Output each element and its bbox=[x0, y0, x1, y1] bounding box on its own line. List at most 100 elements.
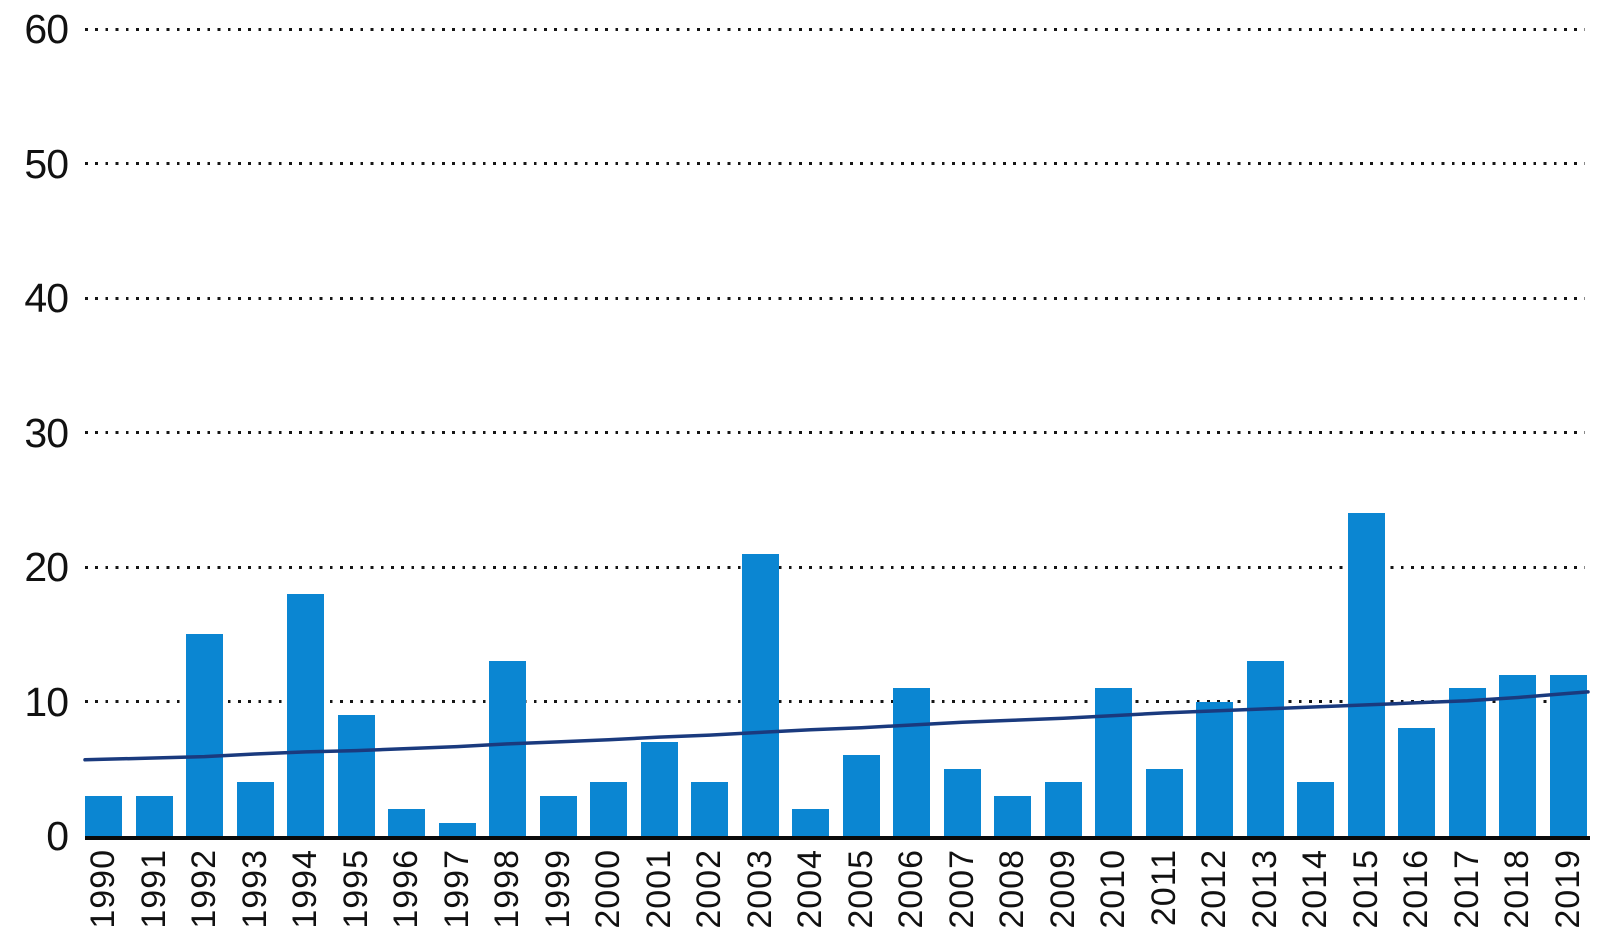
x-tick-text: 2011 bbox=[1144, 849, 1183, 927]
x-tick-label-1998: 1998 bbox=[486, 849, 530, 946]
x-tick-text: 1991 bbox=[134, 849, 173, 929]
x-tick-label-1991: 1991 bbox=[132, 849, 176, 946]
x-tick-text: 2008 bbox=[993, 849, 1032, 929]
x-axis-line bbox=[85, 836, 1590, 840]
gridline-40 bbox=[85, 296, 1585, 300]
x-tick-label-1990: 1990 bbox=[82, 849, 126, 946]
x-tick-text: 2012 bbox=[1195, 849, 1234, 929]
x-tick-text: 2000 bbox=[589, 849, 628, 929]
bar-1996 bbox=[388, 809, 426, 836]
bar-1995 bbox=[337, 714, 375, 836]
bar-1998 bbox=[489, 661, 527, 836]
gridline-30 bbox=[85, 431, 1585, 434]
bar-2010 bbox=[1095, 688, 1133, 836]
x-tick-text: 2016 bbox=[1397, 849, 1436, 929]
bar-1993 bbox=[236, 782, 274, 836]
x-tick-text: 2018 bbox=[1498, 849, 1537, 929]
x-tick-label-1992: 1992 bbox=[183, 849, 227, 946]
bar-2012 bbox=[1196, 701, 1234, 836]
bar-1992 bbox=[186, 634, 224, 836]
x-tick-label-2012: 2012 bbox=[1193, 849, 1237, 946]
x-tick-text: 1993 bbox=[235, 849, 274, 929]
bar-2002 bbox=[691, 782, 729, 836]
x-tick-label-2002: 2002 bbox=[688, 849, 732, 946]
x-tick-text: 1990 bbox=[84, 849, 122, 929]
y-tick-label-50: 50 bbox=[24, 140, 69, 187]
bar-2000 bbox=[590, 782, 628, 836]
x-tick-label-2013: 2013 bbox=[1243, 849, 1287, 946]
bar-1994 bbox=[287, 593, 325, 836]
x-tick-label-2017: 2017 bbox=[1445, 849, 1489, 946]
bar-1997 bbox=[438, 822, 476, 836]
bar-2001 bbox=[640, 741, 678, 836]
gridline-60 bbox=[85, 27, 1585, 31]
x-tick-text: 2014 bbox=[1296, 849, 1335, 929]
x-tick-text: 2007 bbox=[942, 849, 981, 929]
y-tick-label-20: 20 bbox=[24, 544, 69, 590]
x-tick-text: 2009 bbox=[1043, 849, 1082, 929]
y-tick-label-30: 30 bbox=[24, 409, 69, 456]
x-tick-text: 2017 bbox=[1447, 849, 1486, 929]
bar-1999 bbox=[539, 795, 577, 836]
bar-2017 bbox=[1448, 688, 1486, 836]
x-tick-text: 2019 bbox=[1549, 849, 1587, 929]
bar-2016 bbox=[1398, 728, 1436, 836]
x-tick-label-1994: 1994 bbox=[284, 849, 328, 946]
x-tick-text: 2005 bbox=[841, 849, 880, 929]
y-tick-label-0: 0 bbox=[46, 813, 69, 859]
x-tick-text: 2010 bbox=[1094, 849, 1133, 929]
x-tick-label-1993: 1993 bbox=[233, 849, 277, 946]
x-tick-text: 1992 bbox=[185, 849, 224, 929]
x-tick-label-2006: 2006 bbox=[890, 849, 934, 946]
x-tick-text: 2002 bbox=[690, 849, 729, 929]
x-tick-text: 2006 bbox=[892, 849, 931, 929]
bar-2018 bbox=[1499, 674, 1537, 836]
bar-2008 bbox=[994, 795, 1032, 836]
x-tick-label-1999: 1999 bbox=[536, 849, 580, 946]
x-tick-label-2000: 2000 bbox=[587, 849, 631, 946]
bar-1990 bbox=[85, 795, 122, 836]
bar-2006 bbox=[893, 688, 931, 836]
bar-2003 bbox=[741, 553, 779, 836]
x-tick-label-2010: 2010 bbox=[1092, 849, 1136, 946]
x-tick-label-2009: 2009 bbox=[1041, 849, 1085, 946]
bar-2005 bbox=[842, 755, 880, 836]
x-tick-label-2008: 2008 bbox=[991, 849, 1035, 946]
x-tick-text: 1999 bbox=[538, 849, 577, 929]
x-tick-label-2019: 2019 bbox=[1547, 849, 1591, 946]
x-tick-text: 2001 bbox=[639, 849, 678, 929]
bar-2011 bbox=[1145, 768, 1183, 836]
x-tick-text: 1996 bbox=[387, 849, 426, 929]
y-tick-label-40: 40 bbox=[24, 275, 69, 321]
bar-2004 bbox=[792, 809, 830, 836]
x-tick-label-2015: 2015 bbox=[1344, 849, 1388, 946]
x-tick-text: 1998 bbox=[488, 849, 527, 929]
x-tick-label-2016: 2016 bbox=[1395, 849, 1439, 946]
x-tick-label-2011: 2011 bbox=[1142, 849, 1186, 946]
x-tick-label-1997: 1997 bbox=[435, 849, 479, 946]
y-tick-label-60: 60 bbox=[24, 6, 69, 52]
x-tick-label-1996: 1996 bbox=[385, 849, 429, 946]
x-tick-text: 2004 bbox=[791, 849, 830, 929]
x-tick-text: 2015 bbox=[1346, 849, 1385, 929]
bar-2013 bbox=[1246, 661, 1284, 836]
gridline-50 bbox=[85, 162, 1585, 165]
x-tick-label-2018: 2018 bbox=[1496, 849, 1540, 946]
x-tick-text: 1994 bbox=[286, 849, 325, 929]
x-tick-text: 2013 bbox=[1245, 849, 1284, 929]
y-tick-label-10: 10 bbox=[24, 678, 69, 725]
bar-2015 bbox=[1347, 513, 1385, 836]
bar-2009 bbox=[1044, 782, 1082, 836]
x-tick-label-2014: 2014 bbox=[1294, 849, 1338, 946]
x-tick-text: 1997 bbox=[437, 849, 476, 929]
gridline-20 bbox=[85, 565, 1585, 569]
bar-1991 bbox=[135, 795, 173, 836]
bar-2019 bbox=[1550, 674, 1587, 836]
x-tick-text: 2003 bbox=[740, 849, 779, 929]
bar-2014 bbox=[1297, 782, 1335, 836]
bar-2007 bbox=[943, 768, 981, 836]
x-tick-label-2004: 2004 bbox=[789, 849, 833, 946]
x-tick-label-1995: 1995 bbox=[334, 849, 378, 946]
x-tick-label-2005: 2005 bbox=[839, 849, 883, 946]
